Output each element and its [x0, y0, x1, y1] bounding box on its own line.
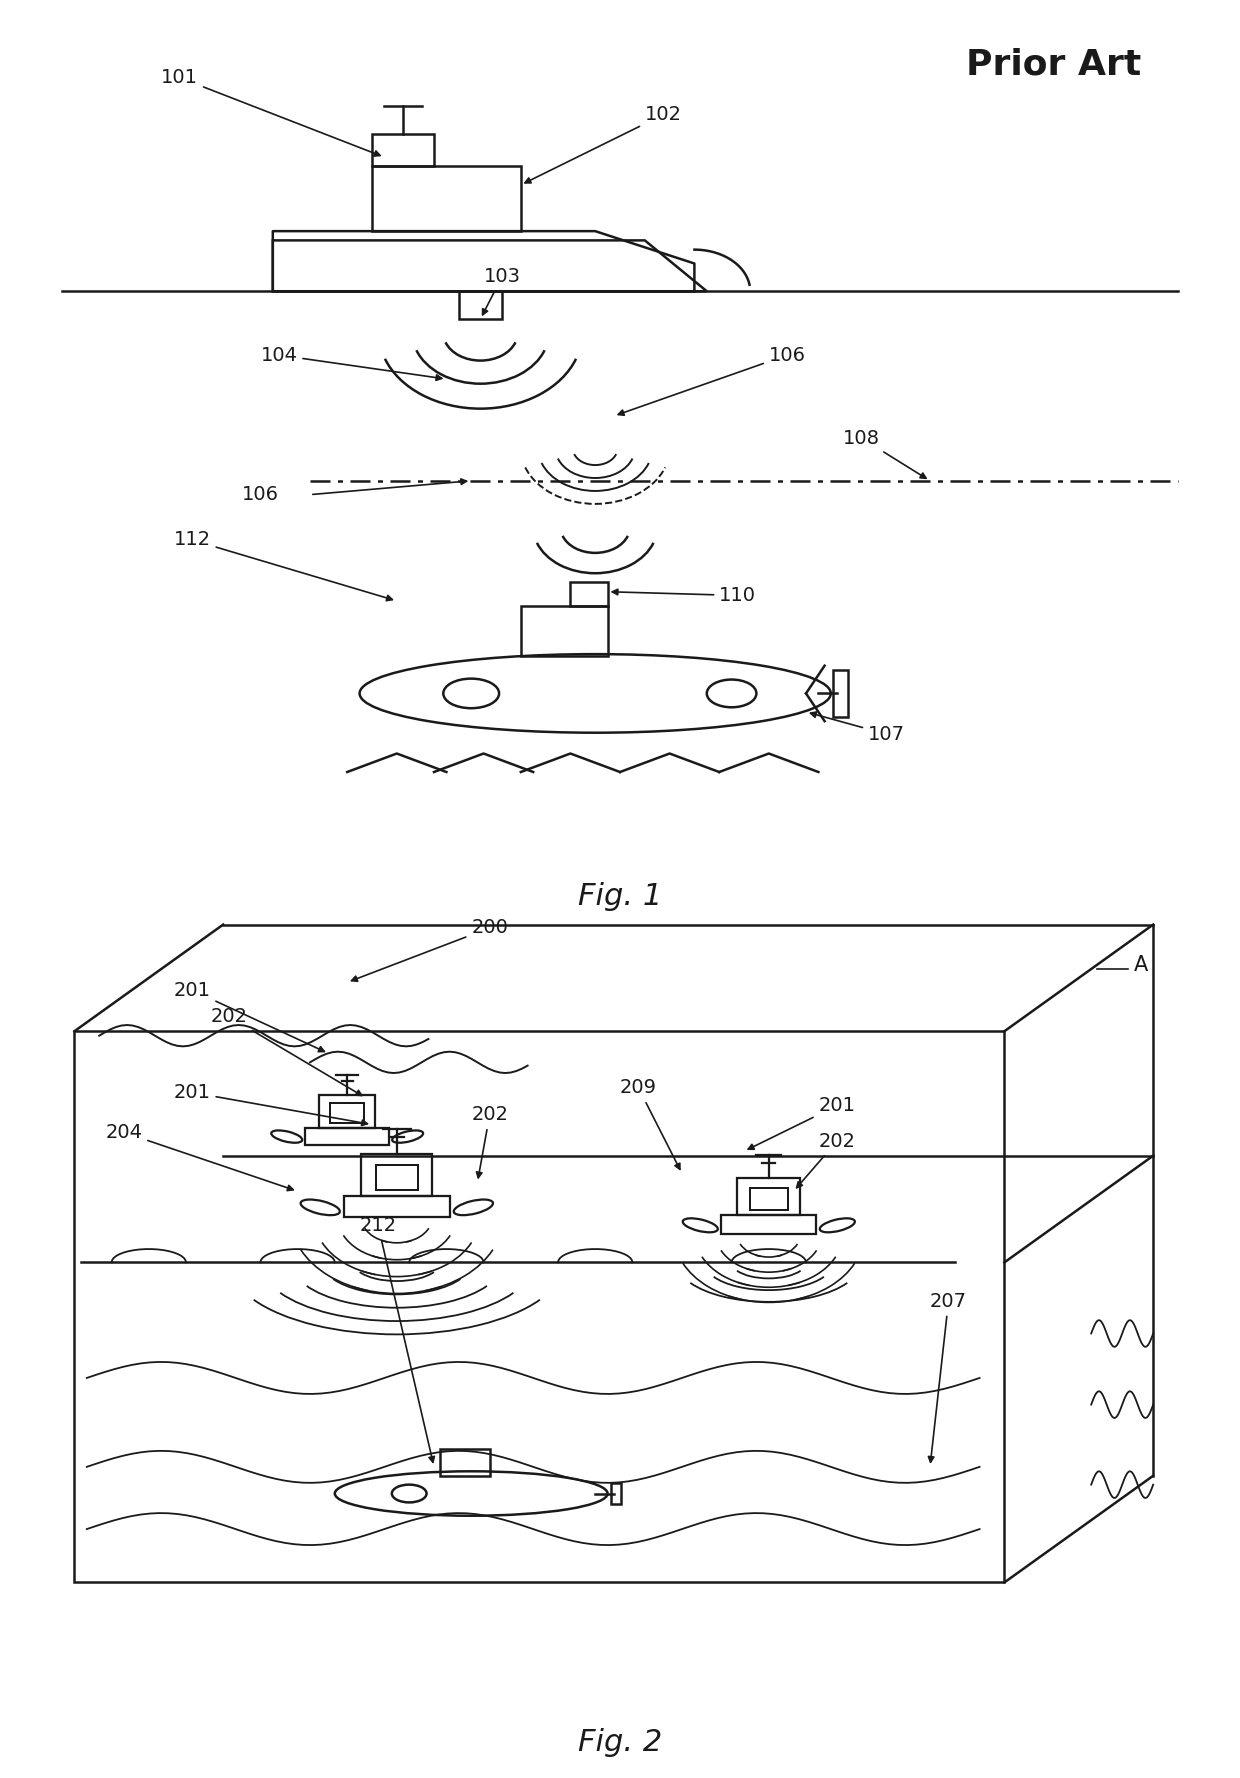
Bar	[343, 1197, 450, 1218]
Text: 202: 202	[796, 1133, 856, 1188]
Text: Prior Art: Prior Art	[966, 48, 1142, 82]
Text: 204: 204	[105, 1124, 293, 1191]
Text: 201: 201	[174, 1083, 367, 1125]
Bar	[372, 133, 434, 167]
Text: 202: 202	[471, 1106, 508, 1177]
Text: 106: 106	[242, 485, 279, 505]
Text: 209: 209	[620, 1079, 680, 1170]
Text: 103: 103	[482, 267, 521, 315]
Text: 110: 110	[613, 587, 756, 605]
Bar	[737, 1177, 801, 1216]
Text: 101: 101	[161, 68, 381, 156]
Text: 102: 102	[525, 105, 682, 183]
Text: Fig. 2: Fig. 2	[578, 1728, 662, 1757]
Text: Fig. 1: Fig. 1	[578, 882, 662, 912]
Bar	[74, 1031, 1004, 1582]
Text: 106: 106	[619, 345, 806, 416]
Text: 201: 201	[174, 981, 325, 1053]
Text: 202: 202	[211, 1008, 362, 1095]
Bar	[376, 1165, 418, 1191]
Bar	[750, 1188, 787, 1211]
Bar	[722, 1216, 816, 1234]
Bar	[459, 292, 502, 318]
Text: 200: 200	[351, 919, 508, 981]
Text: 107: 107	[811, 711, 905, 743]
Bar	[319, 1095, 374, 1127]
Bar	[305, 1127, 389, 1145]
Bar	[833, 670, 848, 717]
Bar	[440, 1449, 490, 1476]
Text: 104: 104	[260, 345, 441, 380]
Text: 212: 212	[360, 1216, 434, 1462]
Bar	[570, 583, 608, 606]
Text: 207: 207	[929, 1293, 967, 1462]
Bar	[362, 1154, 432, 1197]
Text: 108: 108	[843, 428, 926, 478]
Text: A: A	[1133, 955, 1148, 974]
Bar	[611, 1483, 621, 1504]
Bar	[372, 167, 521, 231]
Bar	[330, 1102, 365, 1124]
Bar	[521, 606, 608, 656]
Text: 112: 112	[174, 530, 392, 601]
Text: 201: 201	[748, 1097, 856, 1149]
